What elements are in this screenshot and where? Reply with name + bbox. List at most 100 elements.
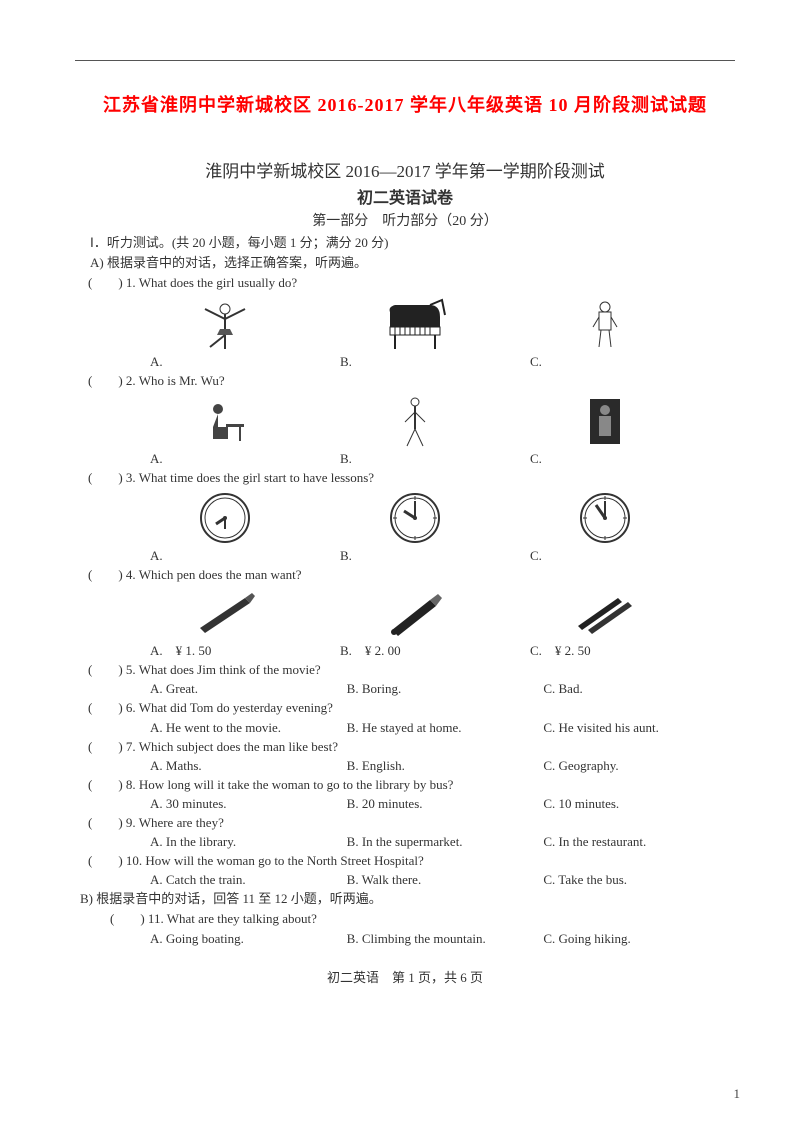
question-8: ( ) 8. How long will it take the woman t…: [88, 776, 740, 794]
q1-images: [130, 297, 700, 352]
page-footer: 初二英语 第 1 页，共 6 页: [70, 967, 740, 986]
q6-opt-b: B. He stayed at home.: [347, 720, 544, 736]
q1-labels: A. B. C.: [130, 354, 700, 370]
q4-images: [130, 588, 700, 638]
q10-num: 10: [126, 853, 139, 868]
q6-text: What did Tom do yesterday evening?: [139, 700, 333, 715]
q8-opt-a: A. 30 minutes.: [150, 796, 347, 812]
q3-labels: A. B. C.: [130, 548, 700, 564]
q4-text: Which pen does the man want?: [139, 567, 302, 582]
q7-num: 7: [126, 739, 133, 754]
question-7: ( ) 7. Which subject does the man like b…: [88, 738, 740, 756]
q2-labels: A. B. C.: [130, 451, 700, 467]
q7-opt-b: B. English.: [347, 758, 544, 774]
q4-label-a: A. ¥ 1. 50: [130, 640, 320, 659]
q10-opt-a: A. Catch the train.: [150, 872, 347, 888]
q10-opt-c: C. Take the bus.: [543, 872, 740, 888]
q11-opt-a: A. Going boating.: [150, 931, 347, 947]
q10-options: A. Catch the train.B. Walk there.C. Take…: [150, 872, 740, 888]
q3-label-a: A.: [130, 548, 320, 564]
q9-num: 9: [126, 815, 133, 830]
q11-text: What are they talking about?: [167, 911, 317, 926]
pen-single-icon: [130, 588, 320, 638]
q2-label-a: A.: [130, 451, 320, 467]
q5-opt-a: A. Great.: [150, 681, 347, 697]
question-11: ( ) 11. What are they talking about?: [110, 910, 740, 928]
q4-label-b: B. ¥ 2. 00: [320, 640, 510, 659]
exam-subtitle: 初二英语试卷: [70, 184, 740, 208]
q9-opt-a: A. In the library.: [150, 834, 347, 850]
question-10: ( ) 10. How will the woman go to the Nor…: [88, 852, 740, 870]
q10-opt-b: B. Walk there.: [347, 872, 544, 888]
instruction-2: A) 根据录音中的对话，选择正确答案，听两遍。: [90, 254, 740, 272]
q5-text: What does Jim think of the movie?: [139, 662, 321, 677]
q6-opt-a: A. He went to the movie.: [150, 720, 347, 736]
question-9: ( ) 9. Where are they?: [88, 814, 740, 832]
q2-images: [130, 394, 700, 449]
pen-fountain-icon: [320, 588, 510, 638]
q2-label-c: C.: [510, 451, 700, 467]
q9-opt-b: B. In the supermarket.: [347, 834, 544, 850]
ballet-dancer-icon: [130, 297, 320, 352]
q2-label-b: B.: [320, 451, 510, 467]
page-number: 1: [734, 1086, 741, 1102]
section-b: B) 根据录音中的对话，回答 11 至 12 小题，听两遍。: [80, 890, 740, 908]
person-dark-icon: [510, 394, 700, 449]
q4-labels: A. ¥ 1. 50 B. ¥ 2. 00 C. ¥ 2. 50: [130, 640, 700, 659]
main-title: 江苏省淮阴中学新城校区 2016-2017 学年八年级英语 10 月阶段测试试题: [70, 91, 740, 117]
q7-opt-a: A. Maths.: [150, 758, 347, 774]
q7-text: Which subject does the man like best?: [139, 739, 338, 754]
question-5: ( ) 5. What does Jim think of the movie?: [88, 661, 740, 679]
section-header: 第一部分 听力部分（20 分）: [70, 210, 740, 230]
q9-text: Where are they?: [139, 815, 224, 830]
q11-opt-b: B. Climbing the mountain.: [347, 931, 544, 947]
q3-label-c: C.: [510, 548, 700, 564]
q3-num: 3: [126, 470, 133, 485]
q10-text: How will the woman go to the North Stree…: [145, 853, 423, 868]
q8-text: How long will it take the woman to go to…: [139, 777, 453, 792]
q1-label-a: A.: [130, 354, 320, 370]
q1-label-b: B.: [320, 354, 510, 370]
question-4: ( ) 4. Which pen does the man want?: [88, 566, 740, 584]
q8-num: 8: [126, 777, 133, 792]
clock-1000-icon: [510, 491, 700, 546]
q5-num: 5: [126, 662, 133, 677]
clock-730-icon: [130, 491, 320, 546]
pens-multiple-icon: [510, 588, 700, 638]
q5-options: A. Great.B. Boring.C. Bad.: [150, 681, 740, 697]
q3-text: What time does the girl start to have le…: [139, 470, 374, 485]
tall-person-icon: [320, 394, 510, 449]
q2-num: 2: [126, 373, 133, 388]
question-6: ( ) 6. What did Tom do yesterday evening…: [88, 699, 740, 717]
instruction-1: Ⅰ．听力测试。(共 20 小题，每小题 1 分；满分 20 分): [90, 234, 740, 252]
q2-text: Who is Mr. Wu?: [139, 373, 225, 388]
q9-opt-c: C. In the restaurant.: [543, 834, 740, 850]
person-standing-icon: [510, 297, 700, 352]
q6-num: 6: [126, 700, 133, 715]
q7-options: A. Maths.B. English.C. Geography.: [150, 758, 740, 774]
person-sitting-icon: [130, 399, 320, 449]
q1-text: What does the girl usually do?: [139, 275, 298, 290]
top-divider: [75, 60, 735, 61]
q5-opt-c: C. Bad.: [543, 681, 740, 697]
q7-opt-c: C. Geography.: [543, 758, 740, 774]
q1-label-c: C.: [510, 354, 700, 370]
q1-num: 1: [126, 275, 133, 290]
question-2: ( ) 2. Who is Mr. Wu?: [88, 372, 740, 390]
q8-opt-b: B. 20 minutes.: [347, 796, 544, 812]
question-1: ( ) 1. What does the girl usually do?: [88, 274, 740, 292]
q3-label-b: B.: [320, 548, 510, 564]
piano-icon: [320, 297, 510, 352]
question-3: ( ) 3. What time does the girl start to …: [88, 469, 740, 487]
q6-options: A. He went to the movie.B. He stayed at …: [150, 720, 740, 736]
q11-opt-c: C. Going hiking.: [543, 931, 740, 947]
q4-num: 4: [126, 567, 133, 582]
q5-opt-b: B. Boring.: [347, 681, 544, 697]
exam-header: 淮阴中学新城校区 2016—2017 学年第一学期阶段测试: [70, 157, 740, 182]
q6-opt-c: C. He visited his aunt.: [543, 720, 740, 736]
q9-options: A. In the library.B. In the supermarket.…: [150, 834, 740, 850]
clock-800-icon: [320, 491, 510, 546]
exam-page: 江苏省淮阴中学新城校区 2016-2017 学年八年级英语 10 月阶段测试试题…: [0, 0, 800, 1006]
q11-options: A. Going boating.B. Climbing the mountai…: [150, 931, 740, 947]
q8-options: A. 30 minutes.B. 20 minutes.C. 10 minute…: [150, 796, 740, 812]
